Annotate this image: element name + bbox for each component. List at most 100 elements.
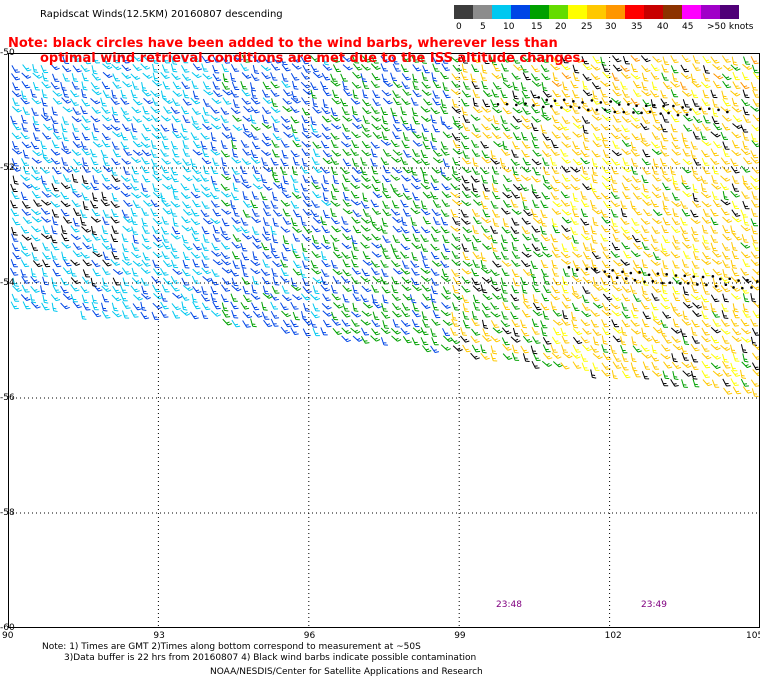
contamination-circle: [560, 106, 563, 109]
contamination-circle: [698, 107, 702, 111]
contamination-circle: [553, 99, 557, 102]
contamination-circle: [562, 98, 566, 102]
legend-swatch: [644, 5, 663, 19]
contamination-circle: [549, 104, 553, 108]
legend-swatch: [663, 5, 682, 19]
latitude-label: -50: [0, 48, 15, 58]
contamination-circle: [732, 286, 735, 289]
contamination-circle: [569, 105, 573, 109]
contamination-circle: [532, 104, 535, 107]
contamination-circle: [668, 281, 672, 285]
contamination-circle: [590, 99, 594, 102]
contamination-circle: [541, 105, 545, 109]
contamination-circle: [701, 275, 705, 279]
legend-label: 45: [682, 22, 694, 32]
footer-credit: NOAA/NESDIS/Center for Satellite Applica…: [210, 667, 483, 677]
contamination-circle: [599, 101, 603, 104]
legend-label: 15: [531, 22, 543, 32]
contamination-circle: [726, 110, 729, 114]
wind-barb-group: [550, 55, 760, 386]
wind-barb-group: [551, 55, 759, 106]
legend-swatch: [492, 5, 511, 19]
contamination-circle: [756, 280, 759, 283]
contamination-circle: [613, 110, 617, 114]
contamination-circle: [537, 96, 541, 99]
longitude-label: 105: [746, 631, 760, 641]
time-label-2: 23:49: [641, 600, 667, 610]
legend-label: 5: [480, 22, 486, 32]
legend-swatch: [454, 5, 473, 19]
contamination-circle: [665, 273, 668, 276]
contamination-circle: [586, 108, 590, 112]
legend-swatch: [625, 5, 644, 19]
longitude-label: 96: [303, 631, 316, 641]
contamination-circle: [692, 275, 696, 278]
wind-barb-map: [8, 53, 760, 628]
contamination-circle: [714, 285, 718, 288]
contamination-circle: [640, 111, 643, 115]
legend-label: 30: [605, 22, 617, 32]
contamination-circle: [719, 277, 722, 281]
contamination-circle: [635, 104, 638, 108]
contamination-circle: [496, 103, 500, 106]
contamination-circle: [656, 272, 660, 275]
legend-swatch: [606, 5, 625, 19]
contamination-circle: [585, 267, 589, 271]
contamination-circle: [662, 104, 665, 108]
legend-label: 25: [581, 22, 593, 32]
contamination-circle: [611, 269, 614, 272]
legend-swatch: [511, 5, 530, 19]
contamination-circle: [633, 278, 637, 282]
contamination-circle: [651, 279, 655, 283]
contamination-circle: [595, 108, 599, 112]
map-title: Rapidscat Winds(12.5KM) 20160807 descend…: [40, 9, 283, 20]
contamination-circle: [643, 280, 646, 283]
legend-swatch: [720, 5, 739, 19]
contamination-circle: [638, 270, 641, 274]
contamination-circle: [627, 103, 630, 106]
contamination-circle: [741, 286, 744, 290]
longitude-label: 99: [454, 631, 466, 641]
contamination-circle: [724, 283, 728, 287]
contamination-circle: [632, 111, 635, 114]
contamination-circle: [672, 104, 675, 108]
contamination-circle: [515, 103, 518, 107]
latitude-label: -56: [0, 393, 15, 403]
contamination-circle: [667, 111, 670, 115]
contamination-circle: [659, 112, 663, 115]
contamination-circle: [575, 268, 579, 272]
contamination-circle: [629, 271, 633, 275]
contamination-circle: [545, 98, 549, 102]
contamination-circle: [705, 283, 708, 287]
note-line-2: optimal wind retrieval conditions are me…: [40, 51, 586, 66]
footer-note-2: 3)Data buffer is 22 hrs from 20160807 4)…: [64, 653, 477, 663]
longitude-label: 93: [153, 631, 165, 641]
legend-swatch: [549, 5, 568, 19]
contamination-circle: [674, 274, 678, 277]
latitude-label: -54: [0, 278, 15, 288]
legend-label: 0: [456, 22, 462, 32]
legend-label: 40: [657, 22, 669, 32]
wind-barb-group: [10, 55, 760, 387]
contamination-circle: [683, 274, 687, 278]
latitude-label: -60: [0, 623, 15, 633]
contamination-circle: [622, 110, 626, 114]
latitude-label: -52: [0, 163, 15, 173]
legend-swatch: [701, 5, 720, 19]
contamination-circle: [653, 103, 656, 107]
longitude-label: 102: [604, 631, 622, 641]
legend-label: 20: [555, 22, 567, 32]
contamination-circle: [647, 273, 651, 277]
contamination-circle: [644, 104, 648, 108]
contamination-circle: [681, 106, 684, 109]
contamination-circle: [648, 110, 652, 114]
contamination-circle: [581, 101, 584, 104]
wind-barb-group: [220, 54, 760, 388]
contamination-circle: [661, 281, 664, 285]
legend-label: 35: [631, 22, 643, 32]
legend-labels: 0 5 10 15 20 25 30 35 40 45 >50 knots: [0, 22, 760, 34]
contamination-circle: [696, 283, 699, 286]
note-line-1: Note: black circles have been added to t…: [8, 36, 558, 51]
legend-label: >50 knots: [707, 22, 754, 32]
contamination-circle: [750, 286, 753, 289]
